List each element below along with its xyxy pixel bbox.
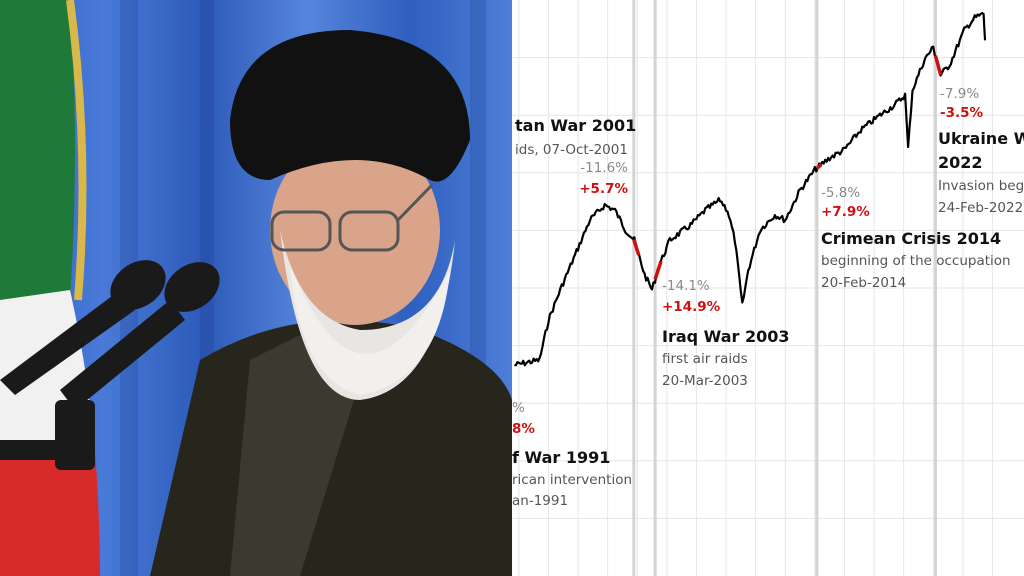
event-desc-2001: ids, 07-Oct-2001 (515, 142, 628, 158)
price-series-line (514, 11, 987, 367)
event-title-2003: Iraq War 2003 (662, 327, 790, 346)
event-date-2022: 24-Feb-2022 (938, 200, 1024, 216)
war-market-chart: f War 1991 rican intervention an-1991 % … (512, 0, 1024, 576)
event-date-2014: 20-Feb-2014 (821, 275, 907, 291)
event-rise-2003: +14.9% (662, 299, 721, 315)
event-date-2003: 20-Mar-2003 (662, 373, 748, 389)
event-desc-2014: beginning of the occupation (821, 253, 1011, 269)
event-rise-2014: +7.9% (821, 204, 870, 220)
portrait-photo (0, 0, 512, 576)
event-drop-2022: -7.9% (940, 86, 980, 102)
event-desc-2003: first air raids (662, 351, 748, 367)
event-title-2001: tan War 2001 (515, 116, 637, 135)
event-desc-1991: rican intervention (512, 472, 633, 488)
event-drop-1991: % (512, 400, 525, 416)
glasses (270, 183, 434, 252)
event-response-segment (653, 260, 663, 280)
event-drop-2003: -14.1% (662, 278, 710, 294)
face (270, 135, 455, 400)
event-title-2022: Ukraine W (938, 129, 1024, 148)
event-title2-2022: 2022 (938, 153, 983, 172)
chart-plot (512, 0, 1024, 576)
event-response-segment (933, 55, 943, 76)
event-drop-2014: -5.8% (821, 185, 861, 201)
event-response-segment (815, 163, 823, 170)
event-title-2014: Crimean Crisis 2014 (821, 229, 1002, 248)
event-rise-2022: -3.5% (940, 105, 984, 121)
event-desc-2022: Invasion beg (938, 178, 1024, 194)
flag (0, 0, 100, 576)
turban (230, 30, 470, 182)
event-response-segment (632, 239, 641, 256)
event-drop-2001: -11.6% (580, 160, 628, 176)
microphones (0, 260, 220, 470)
event-title-1991: f War 1991 (512, 448, 611, 467)
event-date-1991: an-1991 (512, 493, 569, 509)
robe (150, 320, 512, 576)
event-rise-1991: 8% (512, 421, 535, 437)
event-rise-2001: +5.7% (579, 181, 628, 197)
